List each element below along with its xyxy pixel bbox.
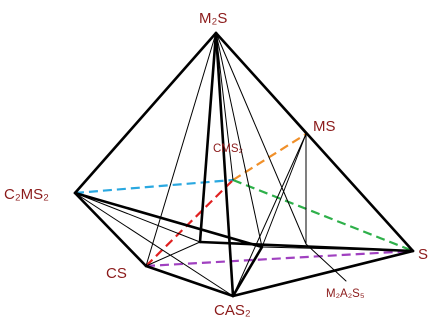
edge-m2s-c2ms2 bbox=[73, 31, 218, 195]
edge-m2s-cas2 bbox=[214, 31, 235, 298]
label-c2ms2: C₂MS₂ bbox=[4, 186, 49, 203]
edge-m2s-m2a2s5-a bbox=[215, 32, 263, 248]
label-cms2: CMS₂ bbox=[213, 143, 243, 155]
edge-ms-cs bbox=[261, 133, 307, 248]
edge-inner-s bbox=[198, 240, 415, 253]
label-m2s: M₂S bbox=[199, 10, 227, 27]
edge-c2ms2-m2a2s5 bbox=[73, 191, 264, 249]
edge-m2s-m2a2s5-b bbox=[215, 32, 307, 245]
edge-m2s-cs bbox=[145, 32, 217, 267]
dash-cms2-s bbox=[232, 178, 414, 253]
edge-c2ms2-inner bbox=[74, 192, 201, 243]
edge-c2ms2-cas2 bbox=[74, 192, 234, 297]
label-ms: MS bbox=[313, 118, 336, 135]
edge-cs-cas2 bbox=[144, 264, 235, 298]
dash-cs-s bbox=[145, 249, 414, 268]
edge-m2s-inner bbox=[198, 31, 218, 244]
edge-c2ms2-cs bbox=[73, 191, 148, 268]
dash-cs-cms2 bbox=[145, 179, 234, 267]
label-s: S bbox=[418, 246, 428, 263]
label-cs: CS bbox=[106, 265, 127, 282]
dash-cms2-ms bbox=[232, 133, 307, 181]
edge-cas2-s bbox=[231, 249, 415, 298]
edge-m2a2s5-cas2 bbox=[231, 245, 264, 298]
dash-c2ms2-cms2 bbox=[74, 178, 234, 195]
label-m2a2s5: M₂A₂S₅ bbox=[326, 288, 365, 300]
edge-m2s-ms bbox=[215, 32, 307, 135]
edge-m2a2s5-pointer bbox=[305, 243, 347, 282]
edge-cs-cas2-thin bbox=[145, 241, 201, 267]
label-cas2: CAS₂ bbox=[214, 302, 251, 319]
edge-ms-cas2 bbox=[232, 133, 307, 297]
